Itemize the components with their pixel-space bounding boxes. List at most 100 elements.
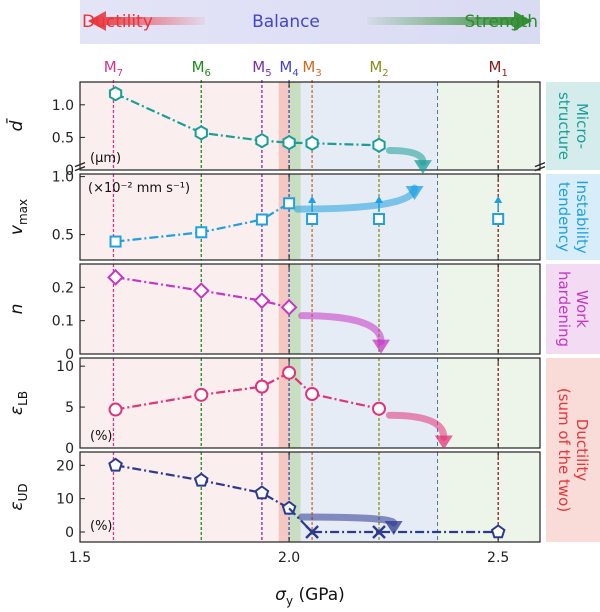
material-label-1: M1 [489, 58, 508, 79]
unit-label-0: (μm) [90, 151, 121, 166]
axis-break-left [74, 161, 86, 172]
axis-break-right [534, 161, 546, 172]
data-point-3-5 [372, 401, 386, 416]
side-label-3: Ductility(sum of the two) [555, 388, 591, 512]
y-tick-label-3: 5 [65, 400, 74, 416]
y-tick-label-1: 1.0 [52, 170, 74, 186]
region-balance-left-3 [278, 358, 290, 448]
y-axis-label-3: εLB [7, 391, 30, 415]
side-label-0: Micro-structure [555, 92, 591, 160]
unit-label-1: (×10⁻² mm s⁻¹) [88, 181, 190, 196]
panel-frame-1 [79, 173, 541, 261]
data-point-2-1 [192, 282, 210, 300]
trend-arrow-4-head [384, 521, 403, 535]
y-tick-label-2: 0 [65, 347, 74, 363]
region-strength-4 [437, 452, 540, 542]
y-tick-label-0: 1.0 [52, 98, 74, 114]
region-balance-left-4 [278, 452, 290, 542]
y-tick-label-2: 0.1 [52, 314, 74, 330]
material-label-5: M5 [252, 58, 271, 79]
data-point-0-4 [305, 135, 319, 151]
data-point-3-3 [282, 365, 297, 380]
region-mid-3 [300, 358, 438, 448]
data-point-1-1 [195, 226, 208, 239]
y-axis-label-0: d̄ [5, 118, 27, 132]
unit-label-4: (%) [90, 519, 113, 534]
material-label-4: M4 [279, 58, 298, 79]
region-balance-right-1 [289, 174, 301, 260]
data-point-3-1 [194, 387, 209, 402]
strength-arrow [367, 11, 532, 31]
y-tick-label-2: 0.2 [52, 280, 74, 296]
data-point-3-2 [254, 379, 269, 394]
data-point-0-5 [372, 137, 386, 153]
data-point-2-3 [280, 298, 298, 316]
offscale-arrowhead-0 [308, 196, 317, 203]
panel-frame-0 [79, 81, 541, 171]
offscale-point-0 [306, 213, 319, 225]
data-point-3-4 [305, 387, 320, 401]
plot-area: M7 M6 M5 M4 M3 M2 M1 Micro-structure Instability… [5, 58, 600, 608]
panel-frame-3 [79, 357, 541, 449]
side-label-2: Workhardening [555, 271, 591, 347]
trend-arrow-0-head [413, 160, 432, 175]
x-tick-label-0: 1.5 [69, 550, 91, 566]
region-balance-left-1 [278, 174, 290, 260]
material-label-3: M3 [302, 58, 321, 79]
zero-cross-1 [372, 525, 386, 539]
region-balance-right-3 [289, 358, 301, 448]
region-strength-1 [437, 174, 540, 260]
data-point-1-2 [255, 213, 268, 226]
offscale-point-2 [492, 213, 505, 225]
region-balance-right-4 [289, 452, 301, 542]
data-point-1-3 [283, 197, 296, 210]
data-point-4-0 [108, 457, 123, 472]
side-label-box-2 [546, 264, 600, 354]
y-axis-label-1: vmax [7, 199, 30, 235]
unit-label-3: (%) [90, 429, 113, 444]
panel-frame-2 [79, 263, 541, 355]
banner-ductility: Ductility [82, 12, 153, 32]
x-tick-label-1: 2.0 [278, 550, 300, 566]
region-mid-4 [300, 452, 438, 542]
data-point-end [490, 524, 506, 539]
data-point-4-1 [193, 472, 209, 487]
series-line-0 [115, 92, 380, 147]
data-point-2-0 [107, 268, 124, 286]
y-axis-label-4: εUD [7, 483, 30, 510]
zero-cross-0 [305, 525, 319, 539]
data-point-0-3 [282, 134, 296, 151]
y-tick-label-3: 10 [56, 359, 74, 375]
data-point-1-0 [109, 235, 122, 248]
y-tick-label-0: 0.5 [52, 130, 74, 146]
x-axis-label: σy (GPa) [275, 585, 345, 608]
region-strength-2 [437, 264, 540, 354]
region-strength-3 [437, 358, 540, 448]
series-zero-line [288, 507, 499, 534]
banner-balance: Balance [252, 12, 320, 32]
data-point-0-2 [255, 133, 269, 149]
y-tick-label-1: 0.5 [52, 228, 74, 244]
offscale-arrowhead-2 [494, 196, 503, 203]
y-tick-label-4: 10 [56, 492, 74, 508]
trend-arrow-3-head [434, 435, 453, 450]
material-label-6: M6 [192, 58, 211, 79]
trend-arrow-1-head [405, 186, 424, 200]
y-tick-label-3: 0 [65, 441, 74, 457]
offscale-point-1 [373, 213, 385, 225]
series-line-3 [115, 371, 380, 411]
data-point-3-0 [108, 402, 123, 417]
y-tick-label-4: 0 [65, 525, 74, 541]
y-tick-label-4: 20 [56, 458, 74, 474]
region-mid-2 [300, 264, 438, 354]
panel-frame-4 [79, 451, 541, 543]
ductility-arrow [88, 11, 205, 31]
side-label-box-3 [546, 358, 600, 542]
region-strength-0 [437, 82, 540, 170]
trend-arrow-3 [385, 411, 448, 441]
side-label-box-0 [546, 82, 600, 170]
region-balance-right-0 [289, 82, 301, 170]
side-label-box-1 [546, 174, 600, 260]
x-tick-label-2: 2.5 [487, 550, 509, 566]
